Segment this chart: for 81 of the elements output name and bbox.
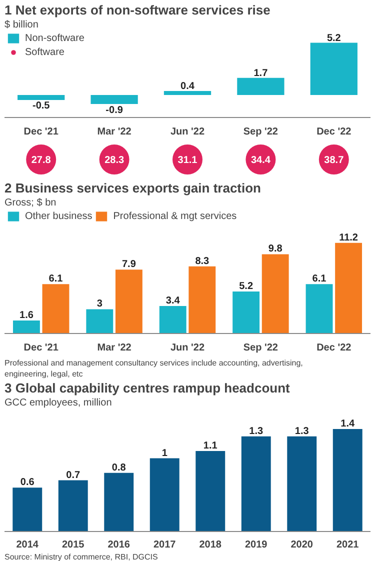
bar bbox=[241, 436, 271, 532]
data-label: 31.1 bbox=[178, 155, 198, 166]
data-label: -0.5 bbox=[32, 100, 50, 112]
data-label: 1.3 bbox=[249, 426, 264, 437]
chart-subtitle: GCC employees, million bbox=[4, 398, 112, 408]
chart-title: 1 Net exports of non-software services rise bbox=[4, 2, 270, 18]
x-tick-label: Dec '21 bbox=[24, 342, 59, 354]
data-label: 5.2 bbox=[326, 33, 342, 44]
bar bbox=[12, 488, 42, 532]
data-label: 0.4 bbox=[180, 81, 195, 92]
x-tick-label: 2018 bbox=[199, 540, 222, 550]
bar bbox=[335, 242, 362, 334]
data-label: 27.8 bbox=[31, 155, 52, 166]
bar bbox=[232, 291, 260, 334]
bar bbox=[237, 78, 284, 95]
bar bbox=[90, 94, 138, 104]
bar bbox=[150, 458, 180, 532]
chart-subtitle: Gross; $ bn bbox=[4, 198, 56, 208]
x-tick-label: 2014 bbox=[16, 540, 39, 550]
chart-subtitle: $ billion bbox=[4, 20, 38, 30]
bar bbox=[58, 480, 88, 532]
x-tick-label: Sep '22 bbox=[243, 126, 278, 138]
text: Professional and management consultancy services include accounting, advertising, engineering, legal, etc bbox=[4, 358, 303, 378]
data-label: 7.9 bbox=[122, 259, 136, 270]
data-label: 6.1 bbox=[48, 274, 64, 285]
data-label: 11.2 bbox=[339, 232, 358, 244]
bar bbox=[104, 472, 134, 532]
x-tick-label: 2019 bbox=[245, 540, 268, 550]
data-label: -0.9 bbox=[106, 104, 124, 116]
bar bbox=[188, 266, 216, 334]
data-label: 8.3 bbox=[195, 256, 210, 267]
bar bbox=[159, 306, 186, 334]
data-label: 38.7 bbox=[324, 155, 344, 166]
x-tick-label: Jun '22 bbox=[170, 342, 205, 354]
bar bbox=[18, 94, 65, 100]
x-tick-label: Mar '22 bbox=[97, 342, 132, 354]
data-label: 3.4 bbox=[166, 296, 180, 307]
data-label: 9.8 bbox=[268, 244, 283, 255]
bar bbox=[306, 284, 333, 334]
bar bbox=[115, 270, 142, 334]
x-tick-label: Sep '22 bbox=[243, 342, 278, 354]
bar bbox=[310, 42, 358, 95]
chart-title: 2 Business services exports gain traction bbox=[4, 180, 262, 196]
data-label: 1 bbox=[162, 448, 168, 459]
x-tick-label: 2015 bbox=[62, 540, 85, 550]
x-tick-label: Dec '22 bbox=[316, 126, 352, 138]
x-tick-label: Dec '21 bbox=[24, 126, 59, 138]
data-label: 34.4 bbox=[250, 155, 271, 166]
legend-label: Non-software bbox=[25, 32, 84, 44]
data-label: 1.4 bbox=[340, 418, 356, 430]
legend-label: Professional & mgt services bbox=[113, 210, 237, 222]
legend-label: Software bbox=[25, 46, 64, 58]
data-label: 28.3 bbox=[104, 155, 124, 166]
x-tick-label: Dec '22 bbox=[316, 342, 352, 354]
data-label: 0.8 bbox=[112, 462, 126, 474]
bar bbox=[86, 309, 114, 334]
bar bbox=[262, 254, 289, 334]
data-label: 3 bbox=[96, 298, 103, 310]
data-label: 1.3 bbox=[294, 426, 310, 437]
data-label: 0.6 bbox=[20, 477, 35, 488]
x-tick-label: 2020 bbox=[290, 540, 314, 550]
data-label: 1.6 bbox=[20, 310, 34, 322]
bar bbox=[332, 429, 362, 532]
source-note: Source: Ministry of commerce, RBI, DGCIS bbox=[4, 552, 158, 561]
data-label: 1.7 bbox=[254, 68, 268, 80]
data-label: 1.1 bbox=[203, 440, 218, 452]
bar bbox=[42, 284, 70, 334]
bar bbox=[287, 436, 317, 532]
x-tick-label: 2021 bbox=[336, 540, 360, 550]
x-tick-label: 2017 bbox=[154, 540, 176, 550]
data-label: 5.2 bbox=[239, 280, 254, 292]
x-tick-label: 2016 bbox=[108, 540, 130, 550]
bar bbox=[12, 320, 40, 334]
data-label: 0.7 bbox=[66, 470, 81, 481]
x-tick-label: Mar '22 bbox=[97, 126, 132, 138]
x-tick-label: Jun '22 bbox=[170, 126, 205, 138]
chart-title: 3 Global capability centres rampup headcount bbox=[4, 380, 291, 396]
legend-label: Other business bbox=[25, 210, 92, 222]
data-label: 6.1 bbox=[312, 274, 327, 285]
bar bbox=[164, 90, 212, 95]
bar bbox=[196, 450, 226, 532]
